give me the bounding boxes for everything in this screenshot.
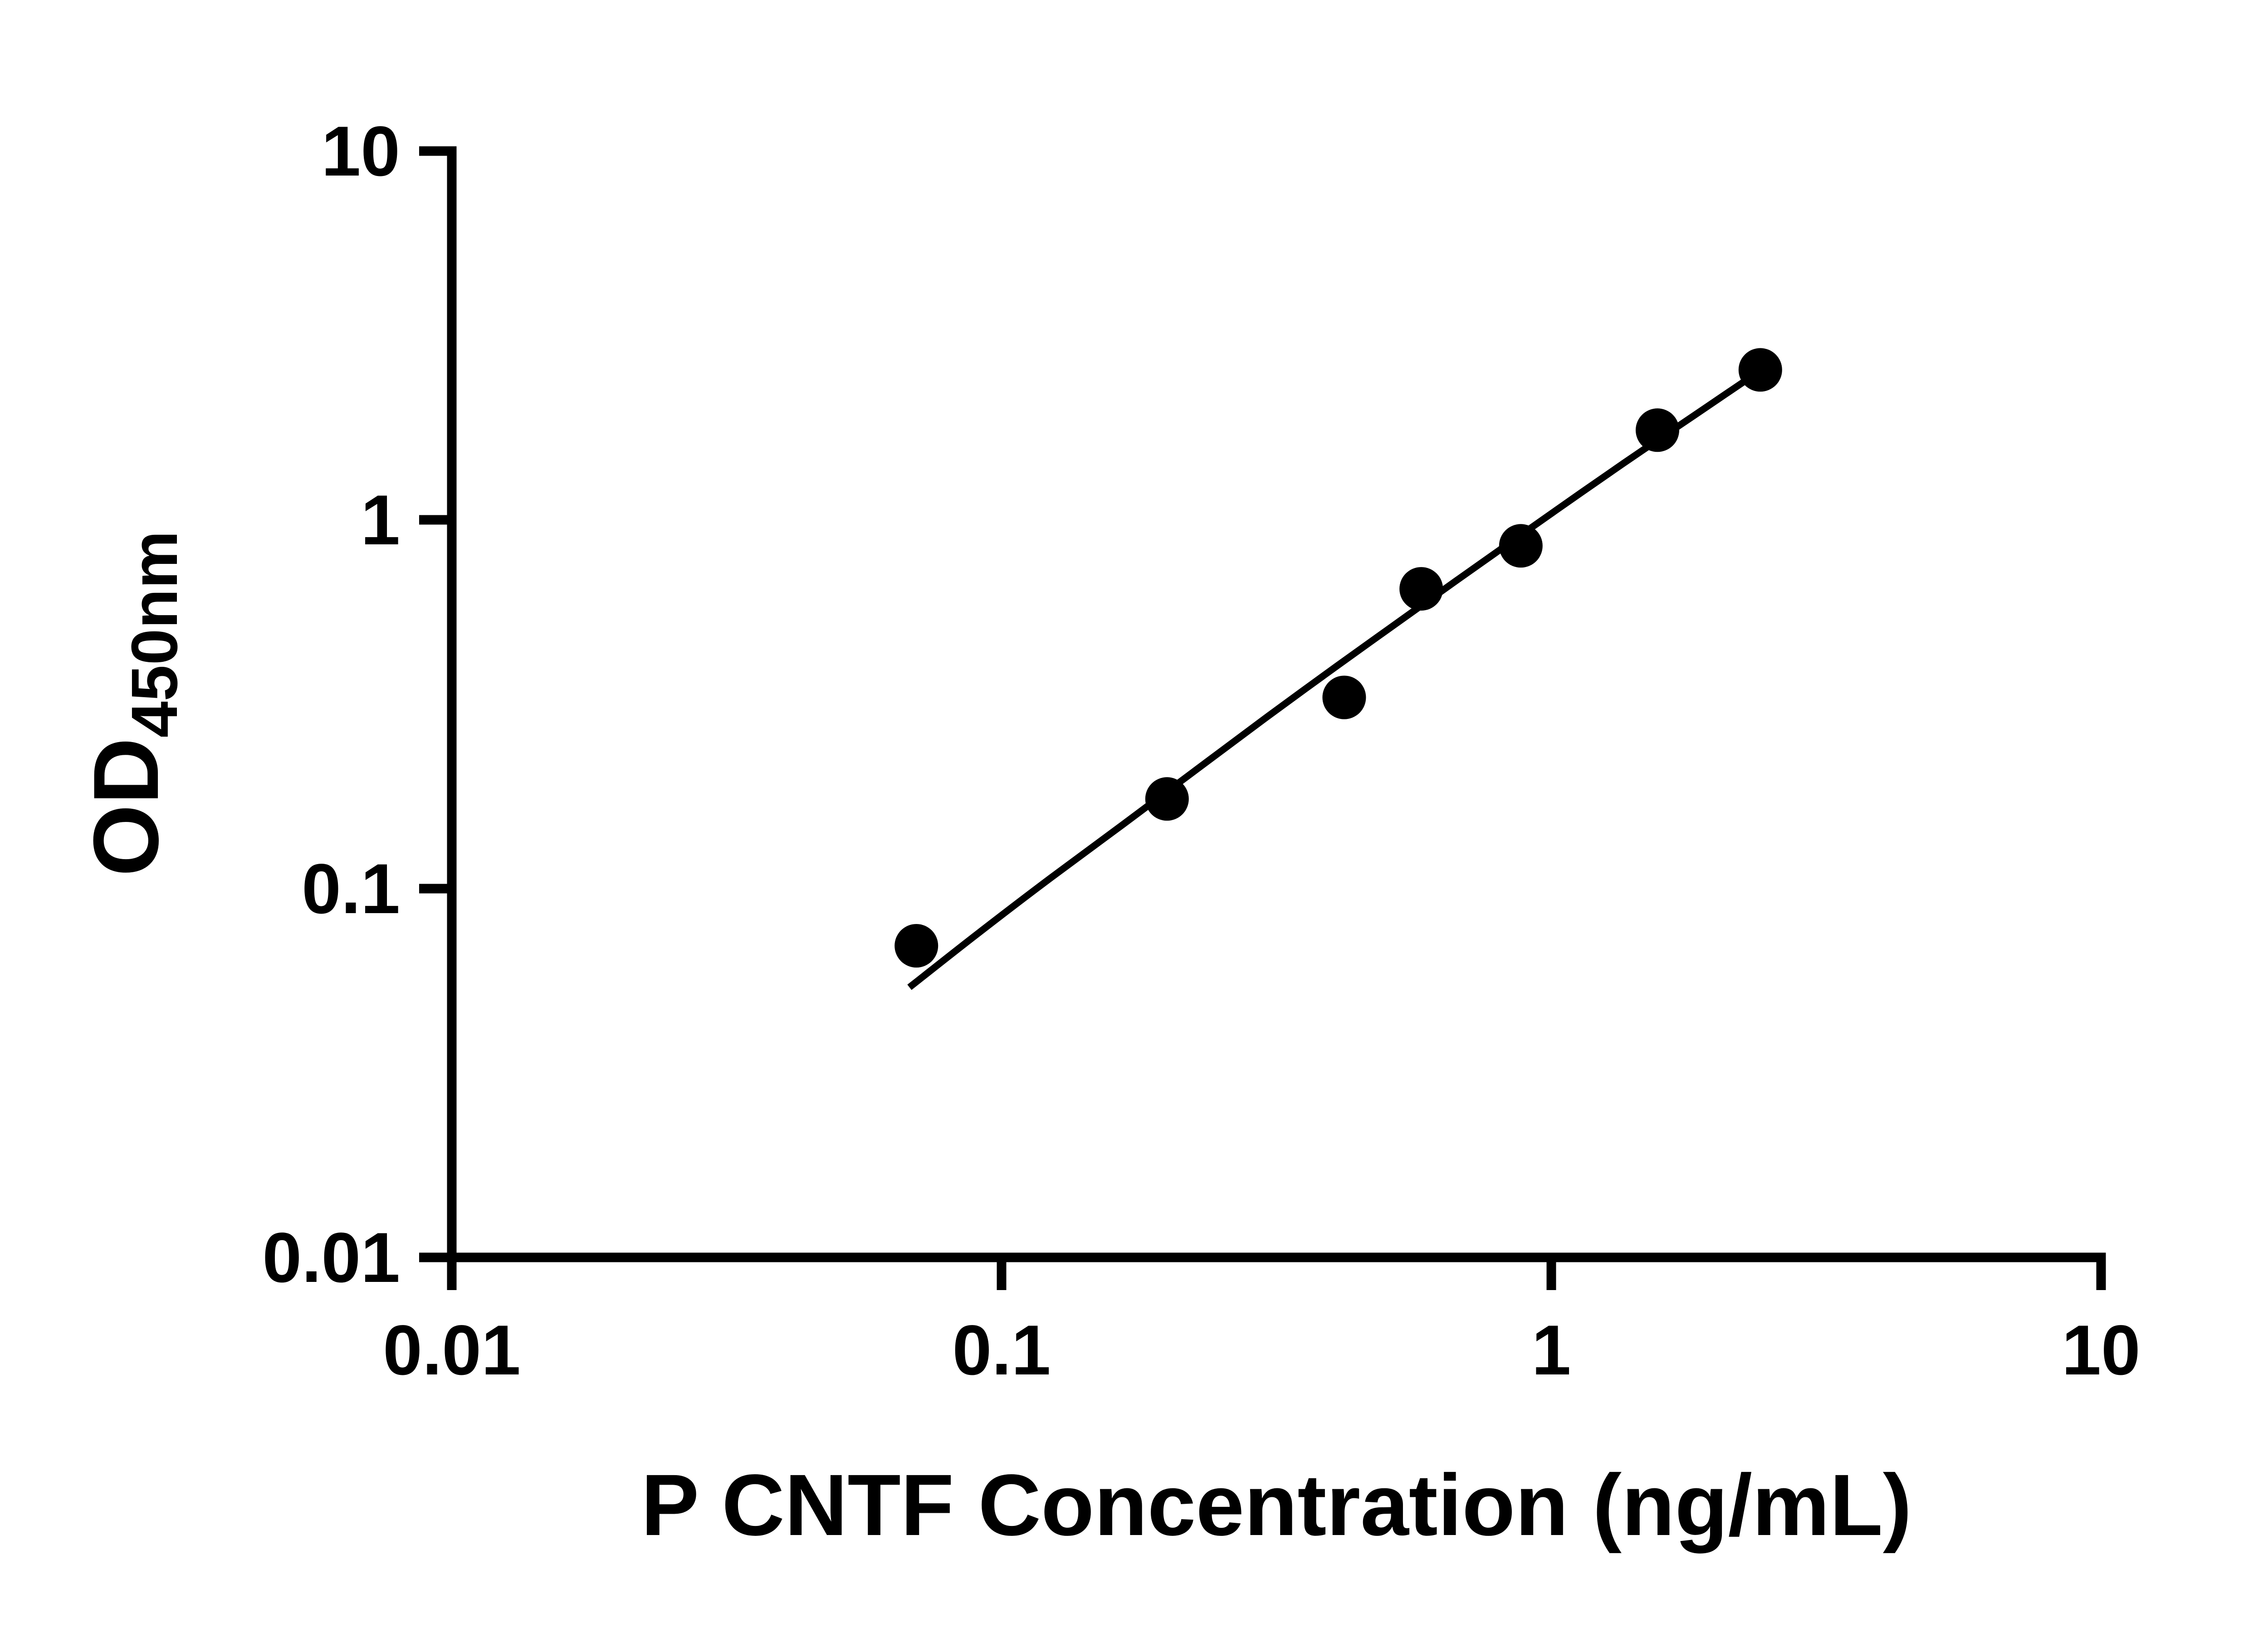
data-point [1322,675,1366,719]
y-tick-label: 0.01 [262,1218,400,1297]
y-axis-title: OD450nm [74,531,191,876]
plot-area: 0.01 0.1 1 10 0.01 0.1 1 10 [262,112,2140,1390]
data-point [1145,777,1189,821]
y-tick-label: 10 [321,112,400,191]
fit-curve [907,367,1763,990]
x-axis-title: P CNTF Concentration (ng/mL) [641,1456,1912,1554]
x-tick-label: 0.1 [953,1311,1051,1390]
data-point [894,924,938,968]
data-point [1399,567,1443,611]
x-tick-label: 1 [1532,1311,1571,1390]
y-tick-label: 0.1 [302,850,400,929]
data-point [1738,348,1782,392]
y-axis-title-sub: 450nm [118,531,191,738]
x-tick-label: 0.01 [383,1311,521,1390]
data-point [1499,524,1543,568]
y-axis-title-main: OD [74,738,178,876]
data-point [1636,408,1679,452]
y-tick-label: 1 [361,481,400,560]
x-tick-label: 10 [2062,1311,2141,1390]
